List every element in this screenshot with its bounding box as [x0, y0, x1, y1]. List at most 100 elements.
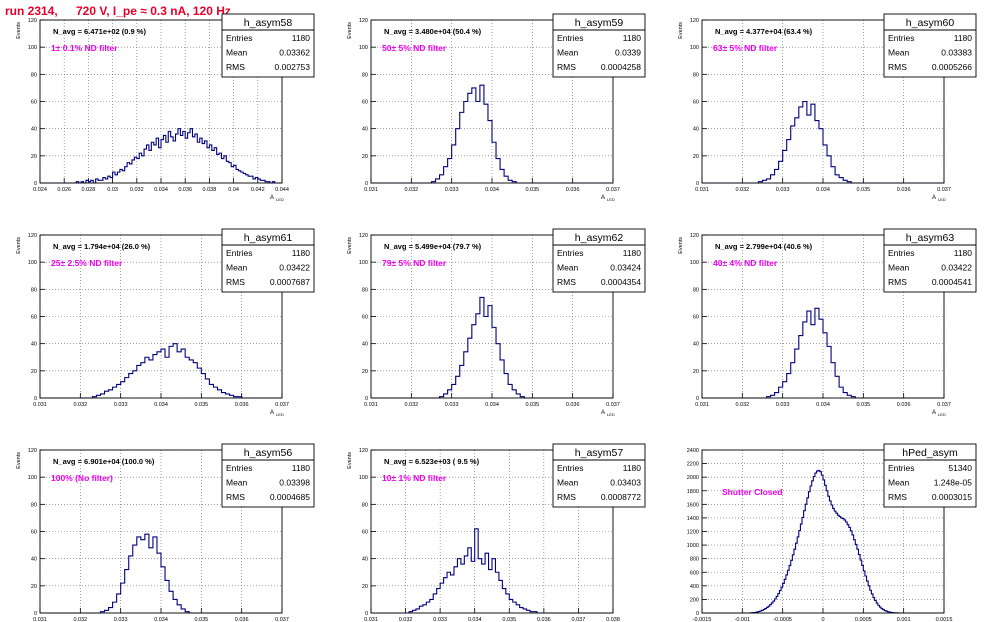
y-tick-label: 60: [31, 530, 37, 536]
x-axis-label-subscript: LED: [276, 412, 284, 417]
y-tick-label: 40: [31, 557, 37, 563]
stats-label-entries: Entries: [226, 463, 252, 473]
x-axis-label-subscript: LED: [276, 197, 284, 202]
navg-label: N_avg = 6.523e+03 ( 9.5 %): [384, 457, 480, 466]
stats-box: h_asym61 Entries 1180 Mean 0.03422 RMS 0.00076…: [221, 228, 315, 293]
x-tick-label: 0.036: [235, 402, 249, 408]
stats-label-rms: RMS: [888, 62, 907, 72]
x-tick-label: 0.035: [502, 617, 516, 622]
y-tick-label: 20: [362, 154, 368, 160]
stats-box-frame: [221, 443, 315, 508]
y-tick-label: 0: [696, 611, 699, 617]
navg-label: N_avg = 6.901e+04 (100.0 %): [53, 457, 155, 466]
stats-value-rms: 0.0005266: [932, 62, 972, 72]
x-tick-label: 0.042: [251, 187, 265, 193]
stats-label-rms: RMS: [226, 62, 245, 72]
stats-value-rms: 0.0004685: [270, 492, 310, 502]
x-tick-label: 0.033: [433, 617, 447, 622]
x-tick-label: 0.036: [566, 402, 580, 408]
y-tick-label: 100: [28, 45, 37, 51]
navg-label: N_avg = 4.377e+04 (63.4 %): [715, 27, 813, 36]
header-run-label: run 2314,: [5, 4, 58, 18]
filter-label: 1± 0.1% ND filter: [51, 43, 118, 53]
stats-label-rms: RMS: [557, 492, 576, 502]
x-tick-label: 0.032: [399, 617, 413, 622]
navg-label: N_avg = 2.799e+04 (40.6 %): [715, 242, 813, 251]
x-tick-label: 0: [821, 617, 824, 622]
stats-label-entries: Entries: [888, 463, 914, 473]
y-tick-label: 2400: [687, 448, 699, 454]
y-tick-label: 1200: [687, 530, 699, 536]
stats-value-rms: 0.0008772: [601, 492, 641, 502]
stats-box: h_asym59 Entries 1180 Mean 0.0339 RMS 0.000425…: [552, 13, 646, 78]
stats-label-mean: Mean: [888, 478, 910, 488]
stats-box: h_asym63 Entries 1180 Mean 0.03422 RMS 0.00045…: [883, 228, 977, 293]
y-tick-label: 0: [365, 181, 368, 187]
y-axis-label: Events: [16, 22, 22, 39]
x-tick-label: 0.032: [73, 617, 87, 622]
navg-label: N_avg = 3.480e+04 (50.4 %): [384, 27, 482, 36]
x-tick-label: 0.032: [735, 402, 749, 408]
y-tick-label: 80: [362, 287, 368, 293]
y-tick-label: 80: [31, 287, 37, 293]
y-tick-label: 0: [34, 396, 37, 402]
x-axis-label: A: [601, 195, 605, 201]
y-tick-label: 40: [362, 342, 368, 348]
stats-label-mean: Mean: [557, 48, 579, 58]
x-tick-label: 0.034: [816, 187, 830, 193]
plot-frame: [370, 449, 614, 614]
stats-value-mean: 0.03398: [279, 478, 310, 488]
histogram-panel-h_asym62: 0.031 0.032 0.033 0.034 0.035 0.036 0.037 0 20 40…: [347, 228, 646, 417]
histogram-panel-h_asym63: 0.031 0.032 0.033 0.034 0.035 0.036 0.037 0 20 40…: [678, 228, 977, 417]
x-tick-label: 0.034: [154, 617, 168, 622]
stats-box-frame: [221, 228, 315, 293]
x-tick-label: 0.037: [937, 187, 951, 193]
x-axis-label-subscript: LED: [607, 412, 615, 417]
plot-frame: [39, 234, 283, 399]
plot-frame: [701, 19, 945, 184]
x-axis-label: A: [270, 410, 274, 416]
stats-value-rms: 0.0004354: [601, 277, 641, 287]
x-tick-label: 0.0005: [855, 617, 872, 622]
y-tick-label: 20: [31, 154, 37, 160]
x-tick-label: 0.034: [816, 402, 830, 408]
stats-value-mean: 1.248e-05: [934, 478, 973, 488]
histogram-line: [702, 469, 944, 614]
stats-box-frame: [883, 443, 977, 508]
stats-value-mean: 0.03424: [610, 263, 641, 273]
stats-box: h_asym60 Entries 1180 Mean 0.03383 RMS 0.00052…: [883, 13, 977, 78]
histogram-name: h_asym56: [244, 447, 293, 459]
y-tick-label: 1600: [687, 502, 699, 508]
plot-frame: [701, 449, 945, 614]
stats-value-entries: 1180: [292, 248, 311, 258]
y-axis-label: Events: [347, 22, 353, 39]
stats-box: h_asym56 Entries 1180 Mean 0.03398 RMS 0.00046…: [221, 443, 315, 508]
x-tick-label: 0.034: [154, 402, 168, 408]
histogram-name: hPed_asym: [902, 447, 958, 459]
x-axis-label-subscript: LED: [607, 197, 615, 202]
x-tick-label: 0.037: [275, 617, 289, 622]
histogram-panel-h_asym61: 0.031 0.032 0.033 0.034 0.035 0.036 0.037 0 20 40…: [16, 228, 315, 417]
y-tick-label: 60: [693, 315, 699, 321]
histogram-panel-h_asym57: 0.031 0.032 0.033 0.034 0.035 0.036 0.037 0.038…: [347, 443, 646, 622]
x-tick-label: 0.037: [937, 402, 951, 408]
histogram-panel-h_asym60: 0.031 0.032 0.033 0.034 0.035 0.036 0.037 0 20 40…: [678, 13, 977, 202]
histogram-line: [40, 128, 282, 184]
y-tick-label: 1800: [687, 489, 699, 495]
y-tick-label: 80: [362, 502, 368, 508]
x-tick-label: 0.036: [537, 617, 551, 622]
panels: 0.024 0.026 0.028 0.03 0.032 0.034 0.036 0.038 0…: [16, 13, 977, 622]
x-tick-label: 0.032: [735, 187, 749, 193]
x-tick-label: 0.033: [445, 187, 459, 193]
stats-box-frame: [883, 228, 977, 293]
x-tick-label: 0.036: [178, 187, 192, 193]
x-tick-label: -0.0005: [773, 617, 792, 622]
y-tick-label: 80: [693, 287, 699, 293]
x-tick-label: 0.031: [364, 402, 378, 408]
histogram-name: h_asym62: [575, 232, 624, 244]
y-tick-label: 20: [362, 369, 368, 375]
stats-label-rms: RMS: [226, 492, 245, 502]
filter-label: 10± 1% ND filter: [382, 473, 447, 483]
histogram-name: h_asym59: [575, 17, 624, 29]
y-axis-label: Events: [16, 452, 22, 469]
